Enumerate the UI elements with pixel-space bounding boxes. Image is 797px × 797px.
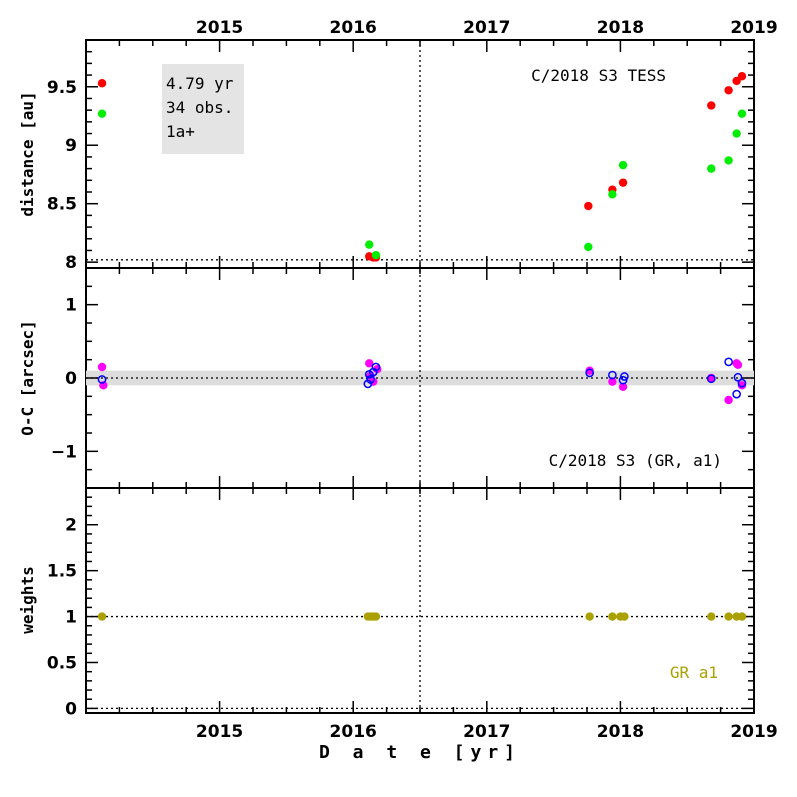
data-point xyxy=(365,359,374,368)
data-point xyxy=(737,109,747,118)
data-point xyxy=(733,360,743,369)
weights-y-axis-title: weights xyxy=(18,566,37,633)
info-box xyxy=(162,64,244,154)
data-point xyxy=(371,612,381,621)
y-tick-label: 1 xyxy=(65,296,77,316)
data-point xyxy=(724,156,733,165)
data-point xyxy=(608,190,617,199)
data-point xyxy=(620,612,629,621)
data-point xyxy=(365,240,374,249)
data-point xyxy=(97,362,107,372)
data-point xyxy=(732,129,741,138)
data-point xyxy=(585,368,595,378)
data-point xyxy=(724,86,733,95)
x-tick-label-top: 2015 xyxy=(196,18,243,38)
data-point xyxy=(707,612,716,621)
info-quality: 1a+ xyxy=(166,122,195,141)
data-point xyxy=(608,377,617,386)
data-point xyxy=(737,612,747,621)
data-point xyxy=(585,612,594,621)
data-point xyxy=(706,374,716,384)
residuals-panel-title: C/2018 S3 (GR, a1) xyxy=(549,451,722,470)
y-tick-label: 2 xyxy=(65,516,77,536)
x-axis-title: D a t e [yr] xyxy=(319,742,521,763)
data-point xyxy=(584,242,593,252)
y-tick-label: 1 xyxy=(65,608,77,628)
data-point xyxy=(737,72,747,81)
data-point xyxy=(608,370,617,380)
weights-panel-title: GR a1 xyxy=(670,663,718,682)
data-point xyxy=(585,366,594,375)
y-tick-label: 0 xyxy=(65,699,77,719)
data-point xyxy=(724,395,733,405)
data-point xyxy=(620,372,629,381)
data-point xyxy=(707,101,716,110)
info-nobs: 34 obs. xyxy=(166,98,233,117)
data-point xyxy=(97,612,107,621)
data-point xyxy=(618,178,628,187)
data-point xyxy=(737,381,747,390)
x-tick-label-bottom: 2017 xyxy=(463,722,510,742)
data-point xyxy=(724,612,733,621)
y-tick-label: 8 xyxy=(65,253,77,273)
data-point xyxy=(584,201,593,211)
data-point xyxy=(371,250,381,260)
y-tick-label: 9.5 xyxy=(47,78,77,98)
y-tick-label: 8.5 xyxy=(47,195,77,215)
data-point xyxy=(737,378,747,388)
x-tick-label-top: 2016 xyxy=(330,18,377,38)
x-tick-label-bottom: 2015 xyxy=(196,722,243,742)
data-point xyxy=(608,612,617,621)
data-point xyxy=(97,375,107,384)
data-point xyxy=(724,357,733,367)
y-tick-label: 0 xyxy=(65,369,77,389)
distance-y-axis-title: distance [au] xyxy=(18,91,37,216)
y-tick-label: −1 xyxy=(51,442,77,462)
data-point xyxy=(618,382,628,391)
y-tick-label: 0.5 xyxy=(47,653,77,673)
data-point xyxy=(707,164,716,173)
distance-panel-title: C/2018 S3 TESS xyxy=(531,66,666,85)
y-tick-label: 9 xyxy=(65,136,77,156)
data-point xyxy=(618,160,628,170)
y-tick-label: 1.5 xyxy=(47,562,77,582)
data-point xyxy=(732,389,741,399)
residuals-y-axis-title: O-C [arcsec] xyxy=(18,320,37,436)
data-point xyxy=(366,375,375,384)
x-tick-label-top: 2018 xyxy=(597,18,644,38)
x-tick-label-bottom: 2016 xyxy=(330,722,377,742)
data-point xyxy=(733,372,743,382)
data-point xyxy=(97,109,107,118)
x-tick-label-top: 2019 xyxy=(730,18,777,38)
data-point xyxy=(363,379,373,389)
x-tick-label-top: 2017 xyxy=(463,18,510,38)
x-tick-label-bottom: 2019 xyxy=(730,722,777,742)
data-point xyxy=(371,362,381,372)
x-tick-label-bottom: 2018 xyxy=(597,722,644,742)
data-point xyxy=(97,79,107,88)
info-arc: 4.79 yr xyxy=(166,74,234,93)
